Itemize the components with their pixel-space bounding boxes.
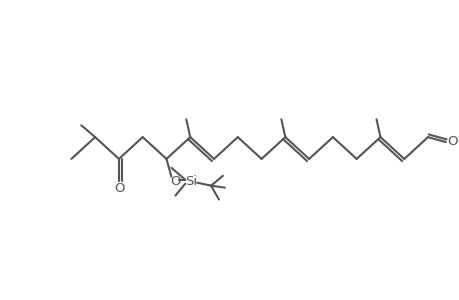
Text: O: O — [114, 182, 125, 195]
Text: O: O — [170, 175, 180, 188]
Text: Si: Si — [185, 175, 197, 188]
Text: O: O — [447, 135, 457, 148]
